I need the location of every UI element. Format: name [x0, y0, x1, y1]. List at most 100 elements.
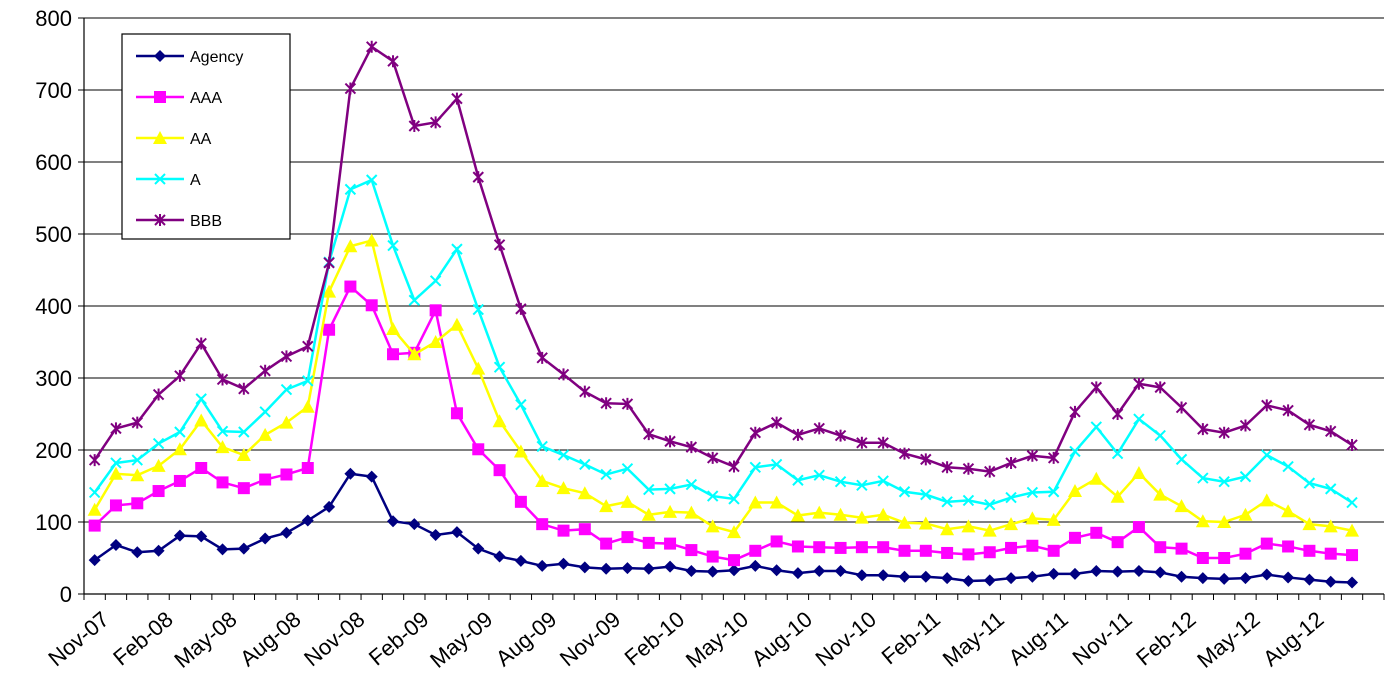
data-point [536, 351, 548, 364]
data-point [1133, 413, 1145, 425]
data-point [664, 537, 677, 550]
legend-marker [154, 91, 166, 103]
legend-label: A [190, 172, 201, 189]
data-point [1154, 566, 1167, 579]
legend-item: AA [136, 131, 212, 148]
data-point [109, 499, 122, 512]
data-point [664, 483, 676, 495]
data-point [1154, 381, 1166, 394]
y-tick-labels: 0 100 200 300 400 500 600 700 800 [35, 6, 72, 607]
data-point [1259, 493, 1274, 507]
data-point [962, 462, 975, 475]
data-point [1132, 564, 1145, 577]
data-point [919, 570, 932, 583]
data-point [684, 505, 699, 519]
data-point [557, 368, 570, 381]
data-point [792, 474, 804, 486]
data-point [813, 541, 826, 554]
data-point [1111, 447, 1124, 460]
data-point [515, 398, 527, 411]
data-point [1196, 552, 1209, 564]
data-point [854, 510, 869, 524]
data-point [387, 348, 400, 361]
data-point [1005, 572, 1018, 585]
data-point [664, 435, 676, 448]
data-point [513, 444, 528, 458]
data-point [833, 507, 848, 521]
data-point [749, 544, 762, 557]
data-point [877, 436, 889, 449]
data-point [302, 375, 314, 387]
data-point [1282, 460, 1294, 473]
data-point [855, 541, 868, 554]
data-point [643, 428, 655, 441]
data-point [280, 468, 293, 481]
data-point [941, 546, 954, 559]
data-point [451, 92, 463, 105]
data-point [1218, 426, 1230, 439]
data-point [535, 473, 550, 487]
data-point [920, 488, 932, 501]
data-point [1110, 489, 1125, 503]
data-point [685, 441, 698, 454]
x-tick-label: Nov-11 [1068, 606, 1137, 670]
data-point [685, 564, 698, 577]
data-point [642, 562, 655, 575]
data-point [151, 458, 166, 472]
data-point [408, 294, 421, 306]
data-point [1239, 470, 1252, 483]
data-point [195, 530, 208, 543]
data-point [1067, 484, 1082, 498]
y-tick-label: 700 [35, 78, 72, 103]
data-point [578, 561, 591, 574]
data-point [238, 426, 250, 438]
data-point [302, 340, 314, 353]
data-point [1026, 570, 1039, 583]
data-point [514, 554, 527, 567]
data-point [1153, 487, 1168, 501]
data-point [941, 496, 953, 508]
data-point [941, 572, 954, 585]
data-point [88, 519, 101, 532]
legend-label: Agency [190, 49, 243, 66]
data-point [1175, 401, 1188, 414]
data-point [428, 335, 443, 348]
data-point [386, 322, 401, 336]
data-point [920, 453, 932, 466]
data-point [1302, 517, 1317, 531]
data-point [343, 239, 358, 253]
data-point [834, 475, 847, 488]
data-point [194, 413, 209, 427]
data-point [898, 447, 911, 460]
data-point [1218, 572, 1231, 585]
data-point [1026, 449, 1039, 462]
data-point [749, 461, 762, 473]
data-point [1025, 511, 1040, 525]
data-point [237, 542, 250, 555]
data-point [1069, 445, 1081, 458]
data-point [600, 397, 612, 410]
series-agency [88, 467, 1359, 589]
data-point [216, 476, 229, 489]
data-point [641, 507, 656, 521]
data-point [770, 535, 783, 548]
data-point [1346, 438, 1358, 451]
data-point [1004, 517, 1019, 531]
data-point [1261, 449, 1273, 461]
data-point [472, 443, 485, 456]
data-point [1111, 408, 1124, 420]
data-point [407, 347, 422, 361]
data-point [451, 243, 463, 255]
data-point [300, 399, 315, 413]
x-tick-label: Nov-09 [555, 606, 625, 671]
data-point [323, 256, 335, 269]
x-tick-label: Feb-12 [1131, 606, 1200, 670]
data-point [705, 519, 720, 533]
data-point [1132, 521, 1145, 534]
data-point [1195, 514, 1210, 528]
data-point [1282, 404, 1294, 417]
data-point [983, 546, 996, 559]
data-point [238, 382, 250, 395]
data-point [493, 361, 506, 373]
data-point [195, 337, 207, 350]
